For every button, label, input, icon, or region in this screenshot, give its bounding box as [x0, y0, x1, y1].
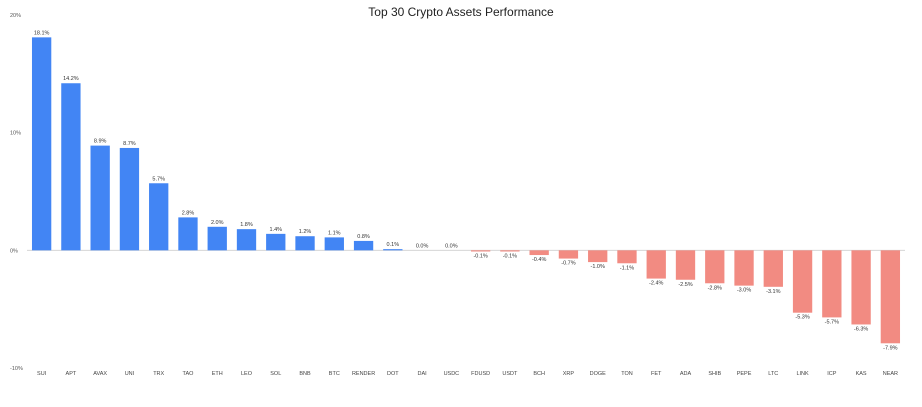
category-label: ETH — [212, 371, 223, 377]
category-label: FET — [651, 371, 662, 377]
category-label: SUI — [37, 371, 47, 377]
data-label: 5.7% — [152, 176, 165, 182]
bar-fdusd[interactable] — [470, 250, 491, 252]
data-label: -1.0% — [591, 264, 605, 270]
y-tick-label: -10% — [10, 366, 23, 372]
bar-sui[interactable] — [31, 37, 52, 251]
bar-bnb[interactable] — [295, 236, 315, 251]
bar-doge[interactable] — [588, 250, 608, 263]
bar-ltc[interactable] — [763, 250, 783, 287]
data-label: -5.7% — [825, 319, 839, 325]
data-label: 0.1% — [387, 242, 400, 248]
category-label: UNI — [125, 371, 135, 377]
bar-bch[interactable] — [529, 250, 549, 256]
data-label: -3.0% — [737, 288, 751, 294]
category-label: TON — [621, 371, 633, 377]
data-label: 1.4% — [269, 227, 282, 233]
bar-leo[interactable] — [236, 229, 257, 251]
category-label: ICP — [827, 371, 837, 377]
bar-avax[interactable] — [90, 145, 110, 251]
bar-xrp[interactable] — [558, 250, 579, 259]
data-label: -5.3% — [795, 315, 809, 321]
category-label: BCH — [533, 371, 545, 377]
data-label: 18.1% — [34, 30, 50, 36]
y-tick-label: 10% — [10, 131, 21, 137]
category-label: ADA — [680, 371, 692, 377]
bar-eth[interactable] — [207, 226, 227, 251]
data-label: 1.8% — [240, 222, 253, 228]
data-label: 0.0% — [445, 243, 458, 249]
bar-kas[interactable] — [851, 250, 871, 325]
y-tick-label: 20% — [10, 13, 21, 19]
bar-link[interactable] — [792, 250, 813, 313]
chart-title: Top 30 Crypto Assets Performance — [368, 5, 554, 19]
data-label: 14.2% — [63, 76, 79, 82]
category-label: USDT — [502, 371, 518, 377]
data-label: -0.7% — [561, 261, 575, 267]
category-label: LINK — [796, 371, 809, 377]
category-label: RENDER — [352, 371, 375, 377]
data-label: -1.1% — [620, 265, 634, 271]
category-label: BTC — [329, 371, 340, 377]
category-label: APT — [66, 371, 77, 377]
bar-trx[interactable] — [149, 183, 169, 251]
category-label: AVAX — [93, 371, 107, 377]
bar-render[interactable] — [353, 240, 374, 251]
bar-ton[interactable] — [617, 250, 637, 264]
bar-pepe[interactable] — [734, 250, 754, 286]
data-label: 0.8% — [357, 234, 370, 240]
category-label: DOT — [387, 371, 399, 377]
data-label: -6.3% — [854, 326, 868, 332]
data-label: -2.4% — [649, 281, 663, 287]
category-label: LTC — [768, 371, 778, 377]
data-label: 2.0% — [211, 220, 224, 226]
data-label: -7.9% — [883, 345, 897, 351]
y-tick-label: 0% — [10, 248, 18, 254]
category-label: PEPE — [737, 371, 752, 377]
bar-usdt[interactable] — [500, 250, 520, 252]
bar-icp[interactable] — [822, 250, 842, 318]
data-label: 2.8% — [182, 210, 195, 216]
bar-uni[interactable] — [119, 147, 140, 251]
category-label: KAS — [856, 371, 867, 377]
data-label: 1.1% — [328, 230, 341, 236]
bar-shib[interactable] — [705, 250, 725, 284]
data-label: -0.1% — [473, 254, 487, 260]
bar-sol[interactable] — [266, 233, 286, 251]
category-label: LEO — [241, 371, 253, 377]
category-label: SOL — [270, 371, 281, 377]
bar-fet[interactable] — [646, 250, 666, 279]
bar-apt[interactable] — [61, 83, 81, 251]
category-label: DOGE — [590, 371, 607, 377]
data-label: 8.9% — [94, 139, 107, 145]
data-label: -0.4% — [532, 257, 546, 263]
category-label: SHIB — [708, 371, 721, 377]
category-label: TRX — [153, 371, 164, 377]
category-label: TAO — [183, 371, 195, 377]
data-label: 0.0% — [416, 243, 429, 249]
category-label: BNB — [299, 371, 311, 377]
category-label: NEAR — [883, 371, 898, 377]
bar-ada[interactable] — [675, 250, 696, 280]
data-label: -3.1% — [766, 289, 780, 295]
bar-near[interactable] — [880, 250, 901, 344]
category-label: DAI — [418, 371, 428, 377]
data-label: -2.8% — [708, 285, 722, 291]
data-label: -2.5% — [678, 282, 692, 288]
bar-btc[interactable] — [324, 237, 344, 251]
data-label: 8.7% — [123, 141, 136, 147]
bar-dot[interactable] — [383, 249, 403, 251]
category-label: USDC — [444, 371, 460, 377]
data-label: -0.1% — [503, 254, 517, 260]
category-label: FDUSD — [471, 371, 490, 377]
category-label: XRP — [563, 371, 575, 377]
data-label: 1.2% — [299, 229, 312, 235]
bar-tao[interactable] — [178, 217, 198, 251]
